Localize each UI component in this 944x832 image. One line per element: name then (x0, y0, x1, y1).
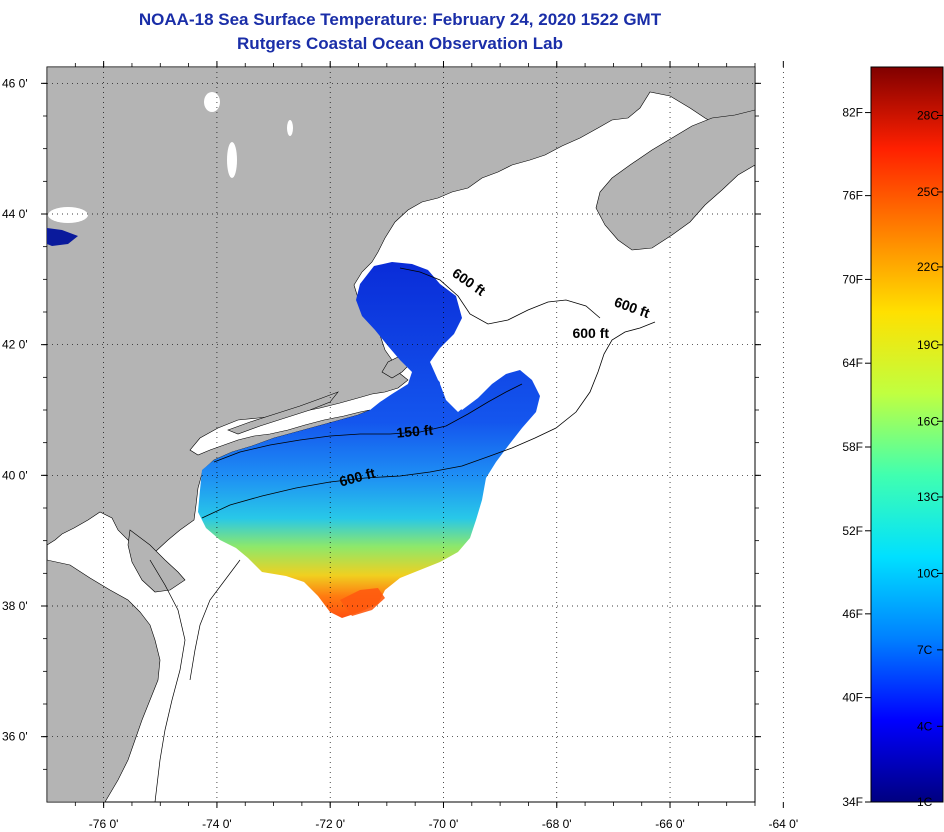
lake (48, 207, 88, 223)
contour-150ft (213, 383, 523, 463)
colorbar-c-label: 13C (917, 490, 939, 504)
lake-ontario-sst (47, 228, 78, 246)
colorbar-f-label: 40F (842, 691, 863, 705)
sst-cold-inlet (438, 362, 470, 412)
lat-tick-label: 46 0' (2, 76, 28, 90)
colorbar-f-label: 76F (842, 189, 863, 203)
colorbar-c-label: 22C (917, 260, 939, 274)
colorbar-labels: 82F 76F 70F 64F 58F 52F 46F 40F 34F 28C 25C 22C 19C 1… (842, 106, 943, 809)
contour-shelf-2 (189, 559, 241, 681)
colorbar-f-label: 64F (842, 356, 863, 370)
lon-tick-label: -64 0' (768, 817, 798, 831)
lon-tick-label: -68 0' (542, 817, 572, 831)
colorbar-c-label: 28C (917, 109, 939, 123)
colorbar-c-label: 7C (917, 643, 933, 657)
map-subtitle: Rutgers Coastal Ocean Observation Lab (237, 34, 563, 53)
lat-tick-label: 42 0' (2, 338, 28, 352)
lon-tick-label: -70 0' (429, 817, 459, 831)
colorbar-f-label: 52F (842, 524, 863, 538)
colorbar-f-label: 82F (842, 106, 863, 120)
land-mid-atlantic (47, 559, 161, 802)
colorbar-c-label: 19C (917, 338, 939, 352)
lake (287, 120, 293, 136)
gridlines (47, 67, 784, 802)
lat-tick-label: 36 0' (2, 730, 28, 744)
lat-tick-label: 40 0' (2, 468, 28, 482)
colorbar-c-label: 25C (917, 185, 939, 199)
sst-warm-core (340, 588, 385, 616)
lon-tick-label: -76 0' (89, 817, 119, 831)
contour-label: 600 ft (572, 325, 609, 341)
contour-shelf (149, 559, 186, 802)
colorbar-f-label: 58F (842, 440, 863, 454)
lon-tick-label: -72 0' (315, 817, 345, 831)
map-axes: 46 0' 44 0' 42 0' 40 0' 38 0' 36 0' -76 0' -74 … (2, 61, 798, 831)
colorbar (870, 66, 944, 803)
land-delmarva (127, 529, 186, 593)
lat-tick-label: 44 0' (2, 207, 28, 221)
colorbar-f-label: 70F (842, 272, 863, 286)
lon-tick-label: -66 0' (655, 817, 685, 831)
lake (227, 142, 237, 178)
land-nova-scotia (595, 109, 755, 251)
contour-600ft (201, 321, 656, 519)
colorbar-c-label: 4C (917, 719, 933, 733)
colorbar-c-label: 1C (917, 795, 933, 809)
map-title: NOAA-18 Sea Surface Temperature: Februar… (138, 10, 662, 29)
contour-label: 150 ft (396, 422, 434, 441)
contour-600ft-gom (399, 267, 601, 325)
sst-region (198, 262, 540, 618)
colorbar-c-label: 10C (917, 566, 939, 580)
land-long-island (227, 391, 339, 435)
colorbar-f-label: 46F (842, 607, 863, 621)
colorbar-c-label: 16C (917, 414, 939, 428)
lake (204, 92, 220, 112)
lat-tick-label: 38 0' (2, 599, 28, 613)
colorbar-f-label: 34F (842, 795, 863, 809)
lon-tick-label: -74 0' (202, 817, 232, 831)
